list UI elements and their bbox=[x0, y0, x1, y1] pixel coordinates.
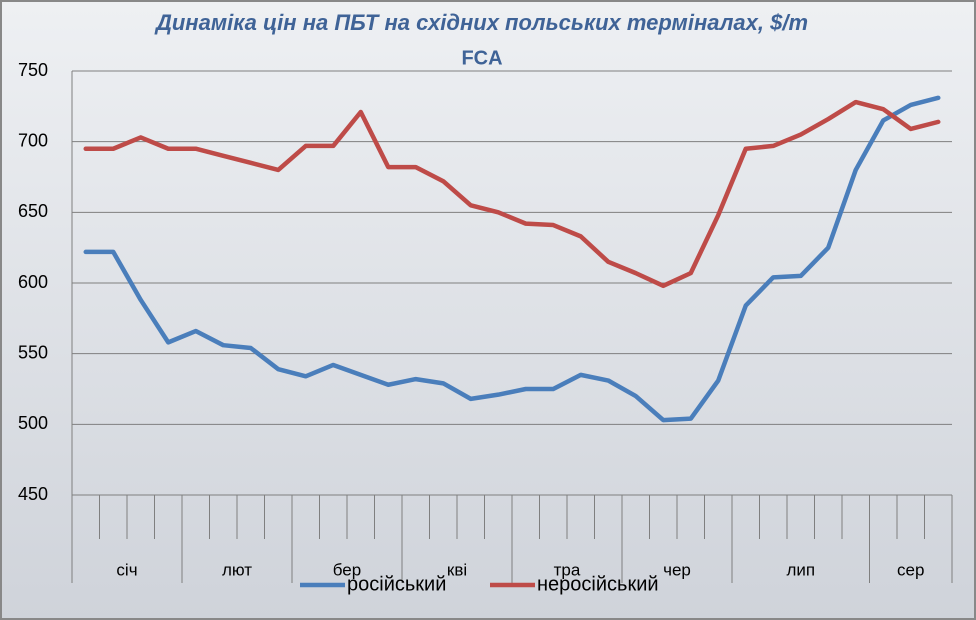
x-group-label: лют bbox=[222, 560, 252, 579]
x-group-label: чер bbox=[663, 560, 691, 579]
line-series bbox=[83, 99, 941, 289]
x-group-label: тра bbox=[554, 560, 581, 579]
x-group-label: лип bbox=[786, 560, 815, 579]
legend-label: російський bbox=[347, 573, 446, 595]
y-tick-label: 550 bbox=[18, 342, 48, 362]
line-series bbox=[83, 95, 941, 423]
y-tick-label: 650 bbox=[18, 201, 48, 221]
y-tick-label: 700 bbox=[18, 130, 48, 150]
y-tick-label: 500 bbox=[18, 413, 48, 433]
y-tick-label: 750 bbox=[18, 60, 48, 80]
chart-title: Динаміка цін на ПБТ на східних польських… bbox=[154, 10, 808, 35]
x-group-label: бер bbox=[333, 560, 361, 579]
x-group-label: січ bbox=[116, 560, 137, 579]
chart-subtitle: FCA bbox=[461, 47, 502, 69]
legend-label: неросійський bbox=[537, 573, 659, 595]
x-group-label: кві bbox=[447, 560, 467, 579]
y-tick-label: 450 bbox=[18, 484, 48, 504]
y-tick-label: 600 bbox=[18, 272, 48, 292]
x-group-label: сер bbox=[897, 560, 924, 579]
